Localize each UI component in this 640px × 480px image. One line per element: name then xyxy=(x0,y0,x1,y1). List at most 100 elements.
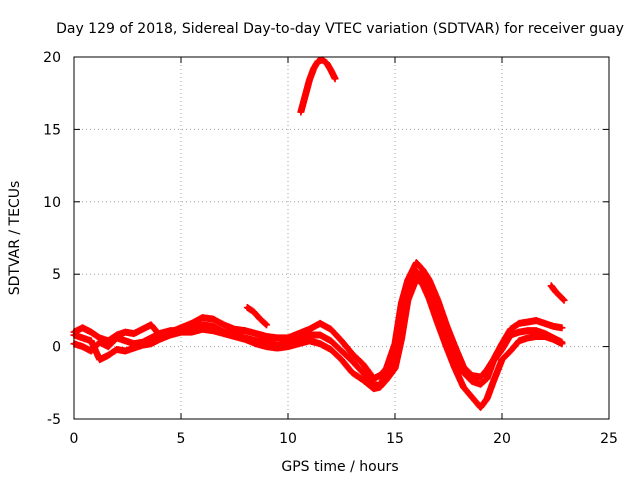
data-point xyxy=(149,336,153,340)
data-point xyxy=(303,94,307,98)
data-point xyxy=(517,321,521,326)
data-point xyxy=(399,337,404,341)
data-point xyxy=(491,379,496,383)
data-point xyxy=(286,345,290,349)
data-point xyxy=(384,378,389,382)
data-point xyxy=(436,321,440,326)
data-point xyxy=(427,297,431,301)
data-point xyxy=(324,61,329,65)
data-point xyxy=(265,323,269,327)
data-point xyxy=(534,334,538,339)
data-point xyxy=(123,349,127,353)
data-point xyxy=(80,345,85,349)
data-point xyxy=(361,378,365,382)
series-sdtvar-short-segment-2 xyxy=(243,304,271,329)
data-point xyxy=(339,339,344,343)
data-point xyxy=(318,342,322,346)
x-tick-label: 5 xyxy=(177,431,186,447)
data-point xyxy=(339,349,344,353)
y-tick-label: 0 xyxy=(52,340,61,356)
data-point xyxy=(318,333,322,337)
x-tick-label: 20 xyxy=(493,431,511,447)
data-point xyxy=(500,347,504,352)
series-sdtvar-short-segment xyxy=(547,282,568,304)
y-tick-label: 5 xyxy=(52,267,61,283)
data-point xyxy=(190,330,194,334)
series-markers xyxy=(297,56,339,116)
data-point xyxy=(312,66,316,71)
data-point xyxy=(318,321,322,326)
data-point xyxy=(158,331,162,336)
data-point xyxy=(436,298,440,302)
data-point xyxy=(526,336,530,340)
data-point xyxy=(307,78,311,82)
data-point xyxy=(553,289,558,294)
data-point xyxy=(132,331,136,336)
data-point xyxy=(551,337,555,341)
data-point xyxy=(275,346,279,350)
data-point xyxy=(106,353,110,357)
data-point xyxy=(200,323,204,327)
data-point xyxy=(286,336,290,340)
data-point xyxy=(115,347,119,352)
data-point xyxy=(549,284,553,288)
series-sdtvar-upper-arc xyxy=(297,56,339,116)
x-axis-label: GPS time / hours xyxy=(281,459,398,475)
data-point xyxy=(80,336,85,340)
data-point xyxy=(106,345,110,349)
data-point xyxy=(479,405,483,410)
data-point xyxy=(252,310,256,314)
data-point xyxy=(479,382,483,386)
data-point xyxy=(316,59,320,63)
data-point xyxy=(350,352,354,356)
x-tick-label: 10 xyxy=(279,431,297,447)
data-point xyxy=(149,342,153,346)
data-point xyxy=(534,329,538,333)
data-point xyxy=(307,327,311,331)
data-point xyxy=(307,333,311,337)
data-point xyxy=(115,336,119,340)
data-point xyxy=(254,342,258,346)
data-point xyxy=(517,330,521,334)
chart-title: Day 129 of 2018, Sidereal Day-to-day VTE… xyxy=(56,21,624,37)
data-point xyxy=(427,278,431,282)
data-point xyxy=(526,329,530,333)
data-point xyxy=(453,366,457,370)
y-axis-label: SDTVAR / TECUs xyxy=(7,181,23,296)
data-point xyxy=(123,339,127,343)
data-point xyxy=(461,385,466,389)
data-point xyxy=(491,359,496,363)
y-tick-label: 15 xyxy=(43,122,61,138)
data-point xyxy=(350,359,354,363)
data-point xyxy=(132,346,136,350)
data-point xyxy=(444,345,448,349)
data-point xyxy=(560,342,564,346)
data-point xyxy=(200,327,204,331)
data-point xyxy=(414,276,418,281)
data-point xyxy=(211,317,215,321)
data-point xyxy=(350,371,354,375)
data-point xyxy=(414,261,418,265)
data-point xyxy=(526,320,530,324)
data-point xyxy=(329,347,333,352)
data-point xyxy=(421,268,425,272)
data-point xyxy=(80,326,85,330)
data-point xyxy=(361,362,365,366)
data-point xyxy=(378,385,382,389)
data-point xyxy=(243,337,247,341)
y-tick-label: 10 xyxy=(43,195,61,211)
data-point xyxy=(222,331,226,336)
data-point xyxy=(508,327,513,331)
data-point xyxy=(222,323,226,327)
data-point xyxy=(421,276,425,281)
data-point xyxy=(297,331,301,336)
data-point xyxy=(329,327,333,331)
data-point xyxy=(179,330,183,334)
data-point xyxy=(211,329,215,333)
plot-frame xyxy=(73,56,610,420)
data-point xyxy=(414,269,418,273)
data-point xyxy=(299,110,303,114)
data-point xyxy=(485,397,489,401)
series-sdtvar-trace-a xyxy=(70,259,566,382)
